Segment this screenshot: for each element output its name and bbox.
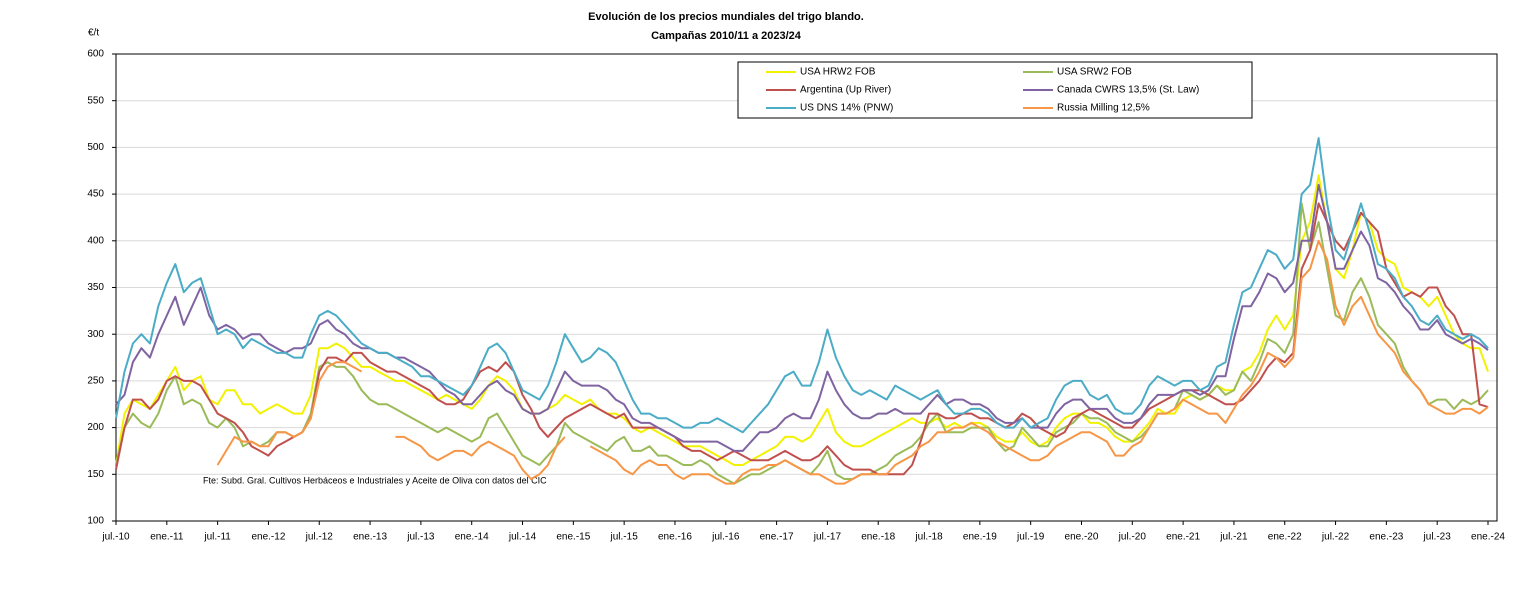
series-line <box>216 239 1489 485</box>
x-tick-label: ene.-13 <box>353 532 387 543</box>
x-tick-label: jul.-18 <box>914 532 943 543</box>
x-tick-label: ene.-15 <box>556 532 590 543</box>
y-tick-label: 200 <box>87 422 104 433</box>
x-tick-label: jul.-11 <box>203 532 231 543</box>
x-tick-label: jul.-12 <box>305 532 334 543</box>
y-tick-label: 600 <box>87 49 104 60</box>
x-tick-label: ene.-14 <box>455 532 489 543</box>
x-tick-label: jul.-14 <box>508 532 537 543</box>
x-tick-label: ene.-18 <box>861 532 895 543</box>
x-tick-label: ene.-20 <box>1065 532 1099 543</box>
source-note: Fte: Subd. Gral. Cultivos Herbáceos e In… <box>203 475 547 485</box>
x-tick-label: jul.-22 <box>1321 532 1350 543</box>
y-tick-label: 500 <box>87 142 104 153</box>
series-line <box>115 183 1489 452</box>
y-tick-label: 150 <box>87 469 104 480</box>
x-tick-label: ene.-23 <box>1369 532 1403 543</box>
legend-box <box>737 61 1253 119</box>
x-tick-label: ene.-16 <box>658 532 692 543</box>
x-tick-label: jul.-13 <box>406 532 435 543</box>
y-tick-label: 300 <box>87 329 104 340</box>
x-tick-label: jul.-20 <box>1118 532 1147 543</box>
y-tick-label: 350 <box>87 282 104 293</box>
x-tick-label: ene.-12 <box>251 532 285 543</box>
series-line <box>115 174 1489 466</box>
x-tick-label: ene.-24 <box>1471 532 1505 543</box>
x-tick-label: ene.-19 <box>963 532 997 543</box>
legend-label: Canada CWRS 13,5% (St. Law) <box>1057 85 1199 96</box>
chart-title: Evolución de los precios mundiales del t… <box>588 11 864 23</box>
legend-label: USA SRW2 FOB <box>1057 67 1132 78</box>
series-line <box>115 202 1489 476</box>
y-tick-label: 450 <box>87 189 104 200</box>
x-tick-label: jul.-19 <box>1016 532 1045 543</box>
plot-frame <box>115 53 1498 522</box>
chart-subtitle: Campañas 2010/11 a 2023/24 <box>651 30 802 42</box>
y-tick-label: 550 <box>87 95 104 106</box>
legend-label: USA HRW2 FOB <box>800 67 876 78</box>
x-tick-label: jul.-17 <box>813 532 842 543</box>
x-tick-label: jul.-23 <box>1423 532 1452 543</box>
x-tick-label: ene.-11 <box>150 532 184 543</box>
legend-label: Russia Milling 12,5% <box>1057 103 1150 114</box>
legend-label: US DNS 14% (PNW) <box>800 103 893 114</box>
x-tick-label: jul.-15 <box>610 532 639 543</box>
y-tick-label: 400 <box>87 235 104 246</box>
x-tick-label: jul.-16 <box>711 532 740 543</box>
series-line <box>115 137 1489 434</box>
x-tick-label: jul.-21 <box>1219 532 1248 543</box>
legend-label: Argentina (Up River) <box>800 85 891 96</box>
x-tick-label: ene.-17 <box>760 532 794 543</box>
y-tick-label: 100 <box>87 516 104 527</box>
y-tick-label: 250 <box>87 376 104 387</box>
x-tick-label: ene.-22 <box>1268 532 1302 543</box>
y-axis-label: €/t <box>88 28 99 39</box>
x-tick-label: ene.-21 <box>1166 532 1200 543</box>
x-tick-label: jul.-10 <box>101 532 130 543</box>
